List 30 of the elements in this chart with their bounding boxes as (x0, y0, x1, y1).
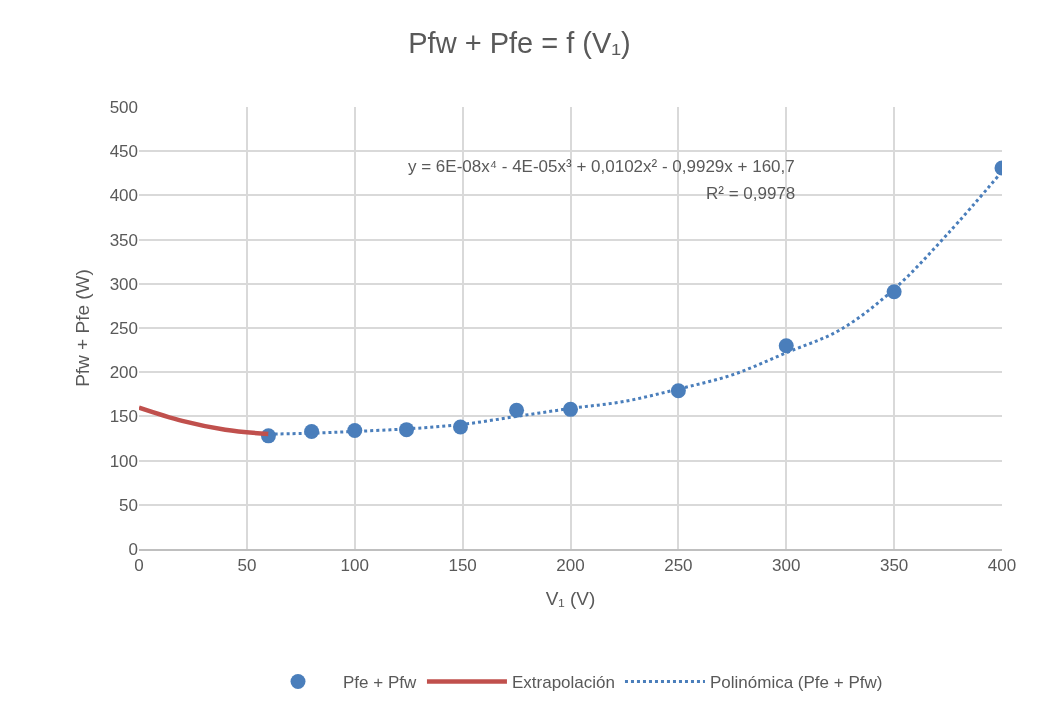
point (670, 383, 686, 399)
y-tick-label: 300 (109, 274, 138, 294)
legend-label: Extrapolación (511, 673, 615, 693)
point (778, 338, 794, 354)
x-tick-label: 250 (664, 556, 693, 576)
y-tick-label: 200 (109, 363, 138, 383)
y-axis-title: Pfw + Pfe (W) (72, 269, 94, 387)
annotation: R² = 0,9978 (706, 184, 796, 203)
y-tick-label: 500 (109, 97, 138, 117)
x-tick-label: 200 (556, 556, 585, 576)
y-tick-label: 150 (109, 407, 138, 427)
x-tick-label: 400 (987, 556, 1017, 576)
y-tick-label: 400 (109, 186, 138, 206)
annotation: y = 6E-08x⁴ - 4E-05x³ + 0,0102x² - 0,9929x + 160,7 (408, 157, 795, 176)
legend-label: Pfe + Pfw (343, 673, 417, 693)
x-tick-label: 100 (340, 556, 369, 576)
legend-label: Polinómica (Pfe + Pfw) (709, 673, 883, 693)
x-tick-label: 150 (448, 556, 477, 576)
y-tick-label: 50 (119, 495, 138, 515)
point (509, 402, 525, 418)
chart-title: Pfw + Pfe = f (V₁) (408, 26, 631, 59)
y-tick-label: 0 (128, 539, 138, 559)
y-tick-label: 350 (109, 230, 138, 250)
y-tick-label: 450 (109, 142, 138, 162)
y-tick-label: 250 (109, 318, 138, 338)
y-tick-label: 100 (109, 451, 138, 471)
x-tick-label: 50 (237, 556, 257, 576)
x-tick-label: 350 (879, 556, 909, 576)
x-axis-title: V₁ (V) (545, 588, 596, 610)
x-tick-label: 300 (772, 556, 801, 576)
